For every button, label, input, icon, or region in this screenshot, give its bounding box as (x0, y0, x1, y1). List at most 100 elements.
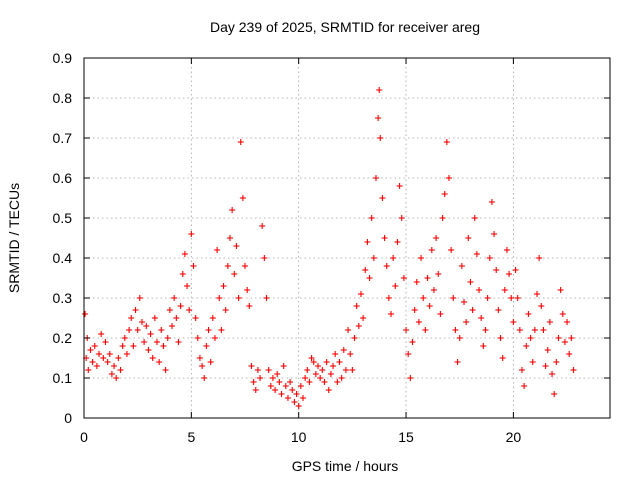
y-tick-label: 0.5 (53, 210, 73, 226)
data-point (394, 239, 401, 245)
data-point (428, 247, 435, 253)
data-point (508, 295, 515, 301)
data-point (282, 383, 289, 389)
data-point (306, 379, 313, 385)
data-point (171, 295, 178, 301)
data-point (209, 315, 216, 321)
x-tick-label: 5 (187, 429, 195, 445)
data-point (546, 319, 553, 325)
data-point (321, 379, 328, 385)
data-point (407, 375, 414, 381)
data-point (370, 255, 377, 261)
data-point (87, 347, 94, 353)
data-point (169, 323, 176, 329)
data-point (506, 271, 513, 277)
plot-frame (83, 57, 611, 419)
y-tick-label: 0.7 (53, 130, 73, 146)
data-point (512, 267, 519, 273)
data-point (534, 291, 541, 297)
data-point (265, 367, 272, 373)
data-point (478, 315, 485, 321)
data-point (345, 327, 352, 333)
data-point (175, 339, 182, 345)
data-point (531, 327, 538, 333)
data-point (267, 383, 274, 389)
data-point (437, 311, 444, 317)
x-tick-label: 20 (506, 429, 522, 445)
data-point (214, 247, 221, 253)
data-point (342, 367, 349, 373)
data-point (557, 287, 564, 293)
data-point (441, 191, 448, 197)
data-point (549, 371, 556, 377)
data-point (297, 383, 304, 389)
y-tick-label: 0.4 (53, 250, 73, 266)
data-point (192, 315, 199, 321)
data-point (205, 327, 212, 333)
data-point (525, 311, 532, 317)
data-point (233, 243, 240, 249)
data-point (360, 315, 367, 321)
data-point (439, 215, 446, 221)
data-point (362, 267, 369, 273)
data-point (100, 355, 107, 361)
data-point (469, 307, 476, 313)
y-tick-label: 0.9 (53, 50, 73, 66)
data-point (211, 335, 218, 341)
data-point (276, 379, 283, 385)
chart-title: Day 239 of 2025, SRMTID for receiver are… (210, 19, 480, 35)
data-point (106, 351, 113, 357)
data-point (325, 387, 332, 393)
data-point (242, 263, 249, 269)
data-point (499, 355, 506, 361)
data-point (456, 335, 463, 341)
data-point (117, 367, 124, 373)
y-tick-label: 0.3 (53, 290, 73, 306)
data-point (355, 323, 362, 329)
data-point (91, 343, 98, 349)
data-point (299, 395, 306, 401)
data-point (162, 367, 169, 373)
data-point (156, 359, 163, 365)
data-point (239, 195, 246, 201)
data-point (364, 239, 371, 245)
data-point (366, 275, 373, 281)
data-point (199, 363, 206, 369)
x-axis-title: GPS time / hours (292, 458, 399, 474)
data-point (443, 139, 450, 145)
data-point (327, 371, 334, 377)
data-point (514, 295, 521, 301)
data-point (448, 247, 455, 253)
data-point (555, 335, 562, 341)
data-point (376, 87, 383, 93)
data-point (368, 215, 375, 221)
data-point (132, 307, 139, 313)
data-point (177, 303, 184, 309)
data-point (89, 359, 96, 365)
data-point (263, 295, 270, 301)
data-point (121, 335, 128, 341)
data-point (493, 267, 500, 273)
data-point (392, 283, 399, 289)
data-point (465, 235, 472, 241)
data-point (151, 315, 158, 321)
data-point (426, 303, 433, 309)
data-point (186, 307, 193, 313)
data-point (96, 351, 103, 357)
y-axis-title: SRMTID / TECUs (6, 183, 22, 293)
data-point (250, 379, 257, 385)
data-point (272, 387, 279, 393)
data-point (82, 311, 89, 317)
data-point (190, 263, 197, 269)
data-point (216, 295, 223, 301)
y-tick-label: 0.6 (53, 170, 73, 186)
data-point (244, 287, 251, 293)
data-point (471, 215, 478, 221)
data-point (284, 395, 291, 401)
data-point (332, 351, 339, 357)
data-point (521, 383, 528, 389)
data-point (308, 355, 315, 361)
data-point (220, 283, 227, 289)
data-point (473, 251, 480, 257)
